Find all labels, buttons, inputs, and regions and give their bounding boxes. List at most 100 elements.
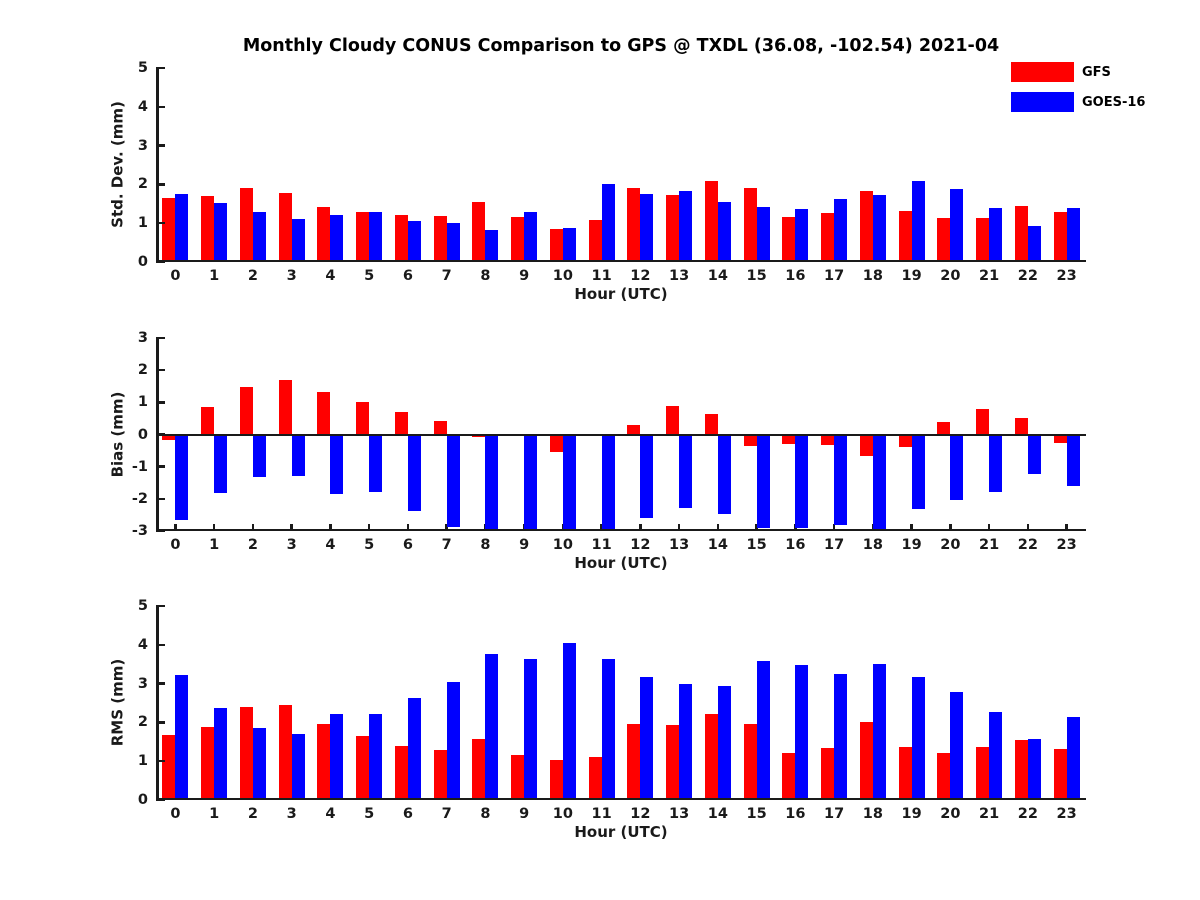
x-tick-label: 8: [480, 806, 491, 822]
bar-gfs-hour-6: [394, 745, 408, 800]
bar-goes-16-hour-19: [911, 677, 925, 800]
x-tick-label: 9: [519, 806, 530, 822]
y-tick: [156, 401, 165, 404]
y-tick: [156, 465, 165, 468]
x-tick-label: 13: [669, 268, 690, 284]
bar-goes-16-hour-23: [1066, 434, 1080, 486]
y-tick-label: 3: [137, 330, 148, 346]
bar-goes-16-hour-7: [446, 681, 460, 800]
x-tick-label: 14: [707, 806, 728, 822]
bar-gfs-hour-13: [666, 406, 680, 435]
x-tick-label: 22: [1017, 268, 1038, 284]
bar-goes-16-hour-14: [717, 434, 731, 515]
bar-gfs-hour-0: [162, 734, 176, 800]
bar-goes-16-hour-9: [524, 659, 538, 800]
bar-gfs-hour-5: [356, 402, 370, 435]
x-tick-label: 1: [209, 806, 220, 822]
bar-gfs-hour-1: [201, 407, 215, 435]
bar-gfs-hour-8: [472, 434, 486, 437]
bias-x-axis-label: Hour (UTC): [574, 554, 668, 572]
bar-goes-16-hour-2: [252, 211, 266, 262]
bar-goes-16-hour-19: [911, 180, 925, 262]
x-tick-label: 12: [630, 806, 651, 822]
y-tick-label: 2: [137, 176, 148, 193]
bar-goes-16-hour-10: [562, 228, 576, 262]
bar-gfs-hour-8: [472, 201, 486, 262]
y-tick: [156, 260, 165, 264]
bar-gfs-hour-21: [976, 409, 990, 435]
y-tick-label: 1: [137, 215, 148, 232]
legend-item-goes16: GOES-16: [1011, 92, 1145, 112]
bar-gfs-hour-7: [433, 216, 447, 262]
bar-gfs-hour-3: [278, 379, 292, 435]
x-tick-label: 2: [247, 806, 258, 822]
bar-gfs-hour-14: [704, 713, 718, 800]
y-tick: [156, 433, 165, 436]
bar-goes-16-hour-1: [214, 203, 228, 262]
bar-goes-16-hour-22: [1027, 225, 1041, 262]
bar-gfs-hour-20: [937, 422, 951, 435]
bar-goes-16-hour-12: [640, 434, 654, 519]
x-tick-label: 7: [441, 268, 452, 284]
bar-gfs-hour-4: [317, 206, 331, 262]
bar-gfs-hour-9: [511, 755, 525, 800]
bar-gfs-hour-19: [898, 434, 912, 447]
legend-item-gfs: GFS: [1011, 62, 1145, 82]
x-tick: [716, 524, 720, 531]
bar-goes-16-hour-18: [872, 434, 886, 531]
bar-gfs-hour-17: [821, 212, 835, 262]
bar-gfs-hour-4: [317, 723, 331, 800]
x-tick: [987, 524, 991, 531]
y-tick: [156, 105, 165, 109]
y-tick: [156, 144, 165, 147]
bar-gfs-hour-21: [976, 218, 990, 262]
x-tick-label: 13: [669, 537, 690, 553]
bar-goes-16-hour-0: [175, 434, 189, 520]
legend: GFS GOES-16: [1011, 62, 1145, 122]
y-tick-label: 2: [137, 362, 148, 379]
bar-gfs-hour-22: [1014, 418, 1028, 435]
bar-goes-16-hour-12: [640, 194, 654, 262]
bar-gfs-hour-16: [782, 753, 796, 800]
bar-gfs-hour-8: [472, 738, 486, 800]
x-tick-label: 10: [552, 806, 573, 822]
x-tick-label: 0: [170, 268, 181, 284]
bar-gfs-hour-12: [627, 188, 641, 262]
y-tick-label: -2: [131, 490, 148, 507]
bar-goes-16-hour-22: [1027, 434, 1041, 474]
y-tick-label: 5: [137, 598, 148, 614]
y-tick: [156, 604, 165, 608]
x-tick-label: 1: [209, 268, 220, 284]
bar-gfs-hour-7: [433, 420, 447, 435]
bar-goes-16-hour-23: [1066, 717, 1080, 800]
bar-gfs-hour-23: [1053, 434, 1067, 443]
x-tick-label: 23: [1056, 806, 1077, 822]
bar-goes-16-hour-16: [795, 208, 809, 262]
x-axis: [156, 259, 1086, 262]
x-tick-label: 20: [940, 537, 961, 553]
bar-goes-16-hour-23: [1066, 208, 1080, 262]
x-tick-label: 22: [1017, 806, 1038, 822]
bar-goes-16-hour-14: [717, 201, 731, 262]
x-tick-label: 7: [441, 806, 452, 822]
x-axis: [156, 528, 1086, 531]
x-tick-label: 14: [707, 268, 728, 284]
bar-goes-16-hour-14: [717, 686, 731, 800]
stddev-x-axis-label: Hour (UTC): [574, 285, 668, 303]
x-tick-label: 0: [170, 537, 181, 553]
x-tick-label: 5: [364, 806, 375, 822]
rms-subplot: RMS (mm) Hour (UTC) 0 1 2 3 4 5 6 7 8 9 10 11 12 13 14…: [109, 598, 1086, 841]
legend-label-gfs: GFS: [1082, 64, 1111, 80]
bar-gfs-hour-16: [782, 217, 796, 262]
x-tick-label: 13: [669, 806, 690, 822]
bar-goes-16-hour-17: [834, 199, 848, 262]
bar-gfs-hour-12: [627, 724, 641, 800]
bar-gfs-hour-3: [278, 193, 292, 262]
bar-goes-16-hour-11: [601, 434, 615, 531]
bar-goes-16-hour-22: [1027, 739, 1041, 800]
bar-goes-16-hour-2: [252, 728, 266, 800]
bar-goes-16-hour-11: [601, 659, 615, 800]
x-tick-label: 10: [552, 537, 573, 553]
bar-gfs-hour-13: [666, 195, 680, 262]
bar-gfs-hour-7: [433, 750, 447, 800]
